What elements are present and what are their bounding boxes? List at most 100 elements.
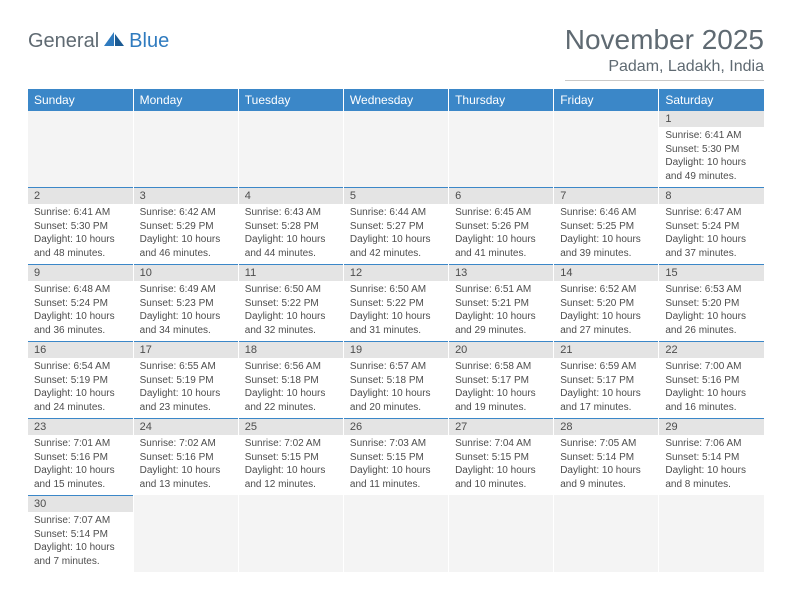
- calendar-day-cell: 24Sunrise: 7:02 AMSunset: 5:16 PMDayligh…: [133, 418, 238, 495]
- day-details: Sunrise: 6:56 AMSunset: 5:18 PMDaylight:…: [239, 358, 343, 418]
- day-details: Sunrise: 6:41 AMSunset: 5:30 PMDaylight:…: [28, 204, 133, 264]
- calendar-week-row: 30Sunrise: 7:07 AMSunset: 5:14 PMDayligh…: [28, 495, 764, 572]
- logo-text-general: General: [28, 30, 99, 53]
- day-number: 5: [344, 187, 448, 204]
- logo-text-blue: Blue: [129, 30, 169, 53]
- calendar-day-cell: 25Sunrise: 7:02 AMSunset: 5:15 PMDayligh…: [238, 418, 343, 495]
- day-details: Sunrise: 7:02 AMSunset: 5:16 PMDaylight:…: [134, 435, 238, 495]
- calendar-day-cell: 18Sunrise: 6:56 AMSunset: 5:18 PMDayligh…: [238, 341, 343, 418]
- calendar-day-cell: 26Sunrise: 7:03 AMSunset: 5:15 PMDayligh…: [343, 418, 448, 495]
- day-details: Sunrise: 6:46 AMSunset: 5:25 PMDaylight:…: [554, 204, 658, 264]
- header: General Blue November 2025 Padam, Ladakh…: [28, 24, 764, 81]
- calendar-day-cell: 20Sunrise: 6:58 AMSunset: 5:17 PMDayligh…: [449, 341, 554, 418]
- day-details: Sunrise: 6:49 AMSunset: 5:23 PMDaylight:…: [134, 281, 238, 341]
- day-details: Sunrise: 6:54 AMSunset: 5:19 PMDaylight:…: [28, 358, 133, 418]
- calendar-day-cell: 15Sunrise: 6:53 AMSunset: 5:20 PMDayligh…: [659, 264, 764, 341]
- calendar-day-cell: [238, 111, 343, 187]
- day-number: 8: [659, 187, 764, 204]
- logo: General Blue: [28, 30, 169, 53]
- day-number: 7: [554, 187, 658, 204]
- day-details: Sunrise: 6:42 AMSunset: 5:29 PMDaylight:…: [134, 204, 238, 264]
- day-number: 3: [134, 187, 238, 204]
- day-details: Sunrise: 6:47 AMSunset: 5:24 PMDaylight:…: [659, 204, 764, 264]
- day-details: Sunrise: 7:07 AMSunset: 5:14 PMDaylight:…: [28, 512, 133, 572]
- day-number: 21: [554, 341, 658, 358]
- day-number: 16: [28, 341, 133, 358]
- calendar-day-cell: [238, 495, 343, 572]
- day-number: 15: [659, 264, 764, 281]
- col-saturday: Saturday: [659, 89, 764, 111]
- col-friday: Friday: [554, 89, 659, 111]
- calendar-week-row: 2Sunrise: 6:41 AMSunset: 5:30 PMDaylight…: [28, 187, 764, 264]
- day-details: Sunrise: 6:58 AMSunset: 5:17 PMDaylight:…: [449, 358, 553, 418]
- calendar-day-cell: [133, 495, 238, 572]
- day-number: 19: [344, 341, 448, 358]
- calendar-day-cell: 19Sunrise: 6:57 AMSunset: 5:18 PMDayligh…: [343, 341, 448, 418]
- calendar-day-cell: 16Sunrise: 6:54 AMSunset: 5:19 PMDayligh…: [28, 341, 133, 418]
- calendar-day-cell: [659, 495, 764, 572]
- day-details: Sunrise: 6:57 AMSunset: 5:18 PMDaylight:…: [344, 358, 448, 418]
- calendar-day-cell: [343, 495, 448, 572]
- calendar-day-cell: 12Sunrise: 6:50 AMSunset: 5:22 PMDayligh…: [343, 264, 448, 341]
- day-number: 6: [449, 187, 553, 204]
- calendar-day-cell: 3Sunrise: 6:42 AMSunset: 5:29 PMDaylight…: [133, 187, 238, 264]
- day-details: Sunrise: 6:53 AMSunset: 5:20 PMDaylight:…: [659, 281, 764, 341]
- day-number: 27: [449, 418, 553, 435]
- day-number: 22: [659, 341, 764, 358]
- day-number: 24: [134, 418, 238, 435]
- page-title: November 2025: [565, 24, 764, 56]
- day-details: Sunrise: 7:06 AMSunset: 5:14 PMDaylight:…: [659, 435, 764, 495]
- day-details: Sunrise: 6:59 AMSunset: 5:17 PMDaylight:…: [554, 358, 658, 418]
- day-number: 11: [239, 264, 343, 281]
- calendar-day-cell: [449, 111, 554, 187]
- calendar-day-cell: 1Sunrise: 6:41 AMSunset: 5:30 PMDaylight…: [659, 111, 764, 187]
- page-subtitle: Padam, Ladakh, India: [565, 58, 764, 76]
- day-details: Sunrise: 6:55 AMSunset: 5:19 PMDaylight:…: [134, 358, 238, 418]
- day-number: 30: [28, 495, 133, 512]
- day-details: Sunrise: 6:50 AMSunset: 5:22 PMDaylight:…: [239, 281, 343, 341]
- calendar-day-cell: 29Sunrise: 7:06 AMSunset: 5:14 PMDayligh…: [659, 418, 764, 495]
- day-number: 26: [344, 418, 448, 435]
- calendar-day-cell: [28, 111, 133, 187]
- calendar-day-cell: 28Sunrise: 7:05 AMSunset: 5:14 PMDayligh…: [554, 418, 659, 495]
- day-details: Sunrise: 6:51 AMSunset: 5:21 PMDaylight:…: [449, 281, 553, 341]
- day-number: 28: [554, 418, 658, 435]
- day-number: 2: [28, 187, 133, 204]
- title-underline: [565, 80, 764, 81]
- calendar-week-row: 16Sunrise: 6:54 AMSunset: 5:19 PMDayligh…: [28, 341, 764, 418]
- day-details: Sunrise: 7:03 AMSunset: 5:15 PMDaylight:…: [344, 435, 448, 495]
- col-monday: Monday: [133, 89, 238, 111]
- calendar-day-cell: 5Sunrise: 6:44 AMSunset: 5:27 PMDaylight…: [343, 187, 448, 264]
- day-details: Sunrise: 7:02 AMSunset: 5:15 PMDaylight:…: [239, 435, 343, 495]
- day-details: Sunrise: 6:52 AMSunset: 5:20 PMDaylight:…: [554, 281, 658, 341]
- calendar-day-cell: 30Sunrise: 7:07 AMSunset: 5:14 PMDayligh…: [28, 495, 133, 572]
- calendar-day-cell: 13Sunrise: 6:51 AMSunset: 5:21 PMDayligh…: [449, 264, 554, 341]
- day-number: 14: [554, 264, 658, 281]
- day-details: Sunrise: 6:41 AMSunset: 5:30 PMDaylight:…: [659, 127, 764, 187]
- calendar-day-cell: 7Sunrise: 6:46 AMSunset: 5:25 PMDaylight…: [554, 187, 659, 264]
- calendar-day-cell: 10Sunrise: 6:49 AMSunset: 5:23 PMDayligh…: [133, 264, 238, 341]
- calendar-day-cell: 8Sunrise: 6:47 AMSunset: 5:24 PMDaylight…: [659, 187, 764, 264]
- calendar-week-row: 1Sunrise: 6:41 AMSunset: 5:30 PMDaylight…: [28, 111, 764, 187]
- day-number: 20: [449, 341, 553, 358]
- calendar-day-cell: [449, 495, 554, 572]
- calendar-week-row: 9Sunrise: 6:48 AMSunset: 5:24 PMDaylight…: [28, 264, 764, 341]
- day-details: Sunrise: 7:05 AMSunset: 5:14 PMDaylight:…: [554, 435, 658, 495]
- day-details: Sunrise: 6:44 AMSunset: 5:27 PMDaylight:…: [344, 204, 448, 264]
- title-block: November 2025 Padam, Ladakh, India: [565, 24, 764, 81]
- col-tuesday: Tuesday: [238, 89, 343, 111]
- day-number: 12: [344, 264, 448, 281]
- calendar-day-cell: [133, 111, 238, 187]
- day-number: 18: [239, 341, 343, 358]
- day-details: Sunrise: 6:45 AMSunset: 5:26 PMDaylight:…: [449, 204, 553, 264]
- day-number: 4: [239, 187, 343, 204]
- day-number: 29: [659, 418, 764, 435]
- calendar-day-cell: 9Sunrise: 6:48 AMSunset: 5:24 PMDaylight…: [28, 264, 133, 341]
- day-number: 25: [239, 418, 343, 435]
- calendar-day-cell: 4Sunrise: 6:43 AMSunset: 5:28 PMDaylight…: [238, 187, 343, 264]
- day-number: 9: [28, 264, 133, 281]
- calendar-day-cell: 22Sunrise: 7:00 AMSunset: 5:16 PMDayligh…: [659, 341, 764, 418]
- logo-sail-icon: [103, 31, 125, 49]
- calendar-day-cell: [554, 495, 659, 572]
- calendar-week-row: 23Sunrise: 7:01 AMSunset: 5:16 PMDayligh…: [28, 418, 764, 495]
